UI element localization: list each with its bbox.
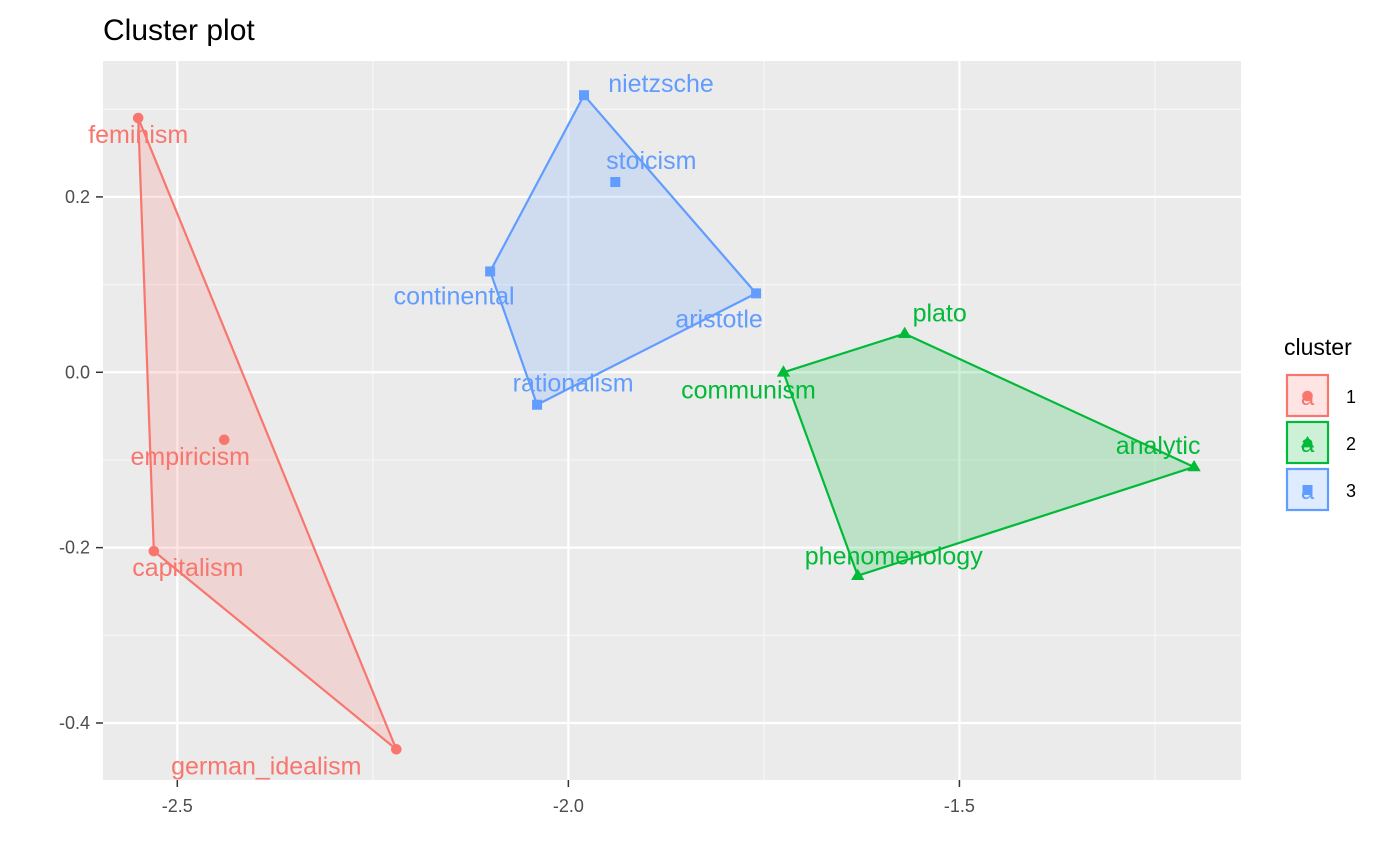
point-plato bbox=[898, 326, 912, 339]
point-communism bbox=[776, 365, 791, 377]
point-labels: feminism empiricism capitalism german_ideal… bbox=[88, 70, 1200, 780]
point-label-plato: plato bbox=[913, 300, 967, 328]
y-tick-label: -0.2 bbox=[59, 538, 90, 558]
point-label-feminism: feminism bbox=[88, 121, 188, 149]
point-label-phenomenology: phenomenology bbox=[805, 543, 983, 571]
legend-label-1: 1 bbox=[1346, 387, 1356, 407]
legend-key-marker bbox=[1302, 390, 1313, 402]
point-label-analytic: analytic bbox=[1116, 432, 1201, 460]
point-rationalism bbox=[532, 399, 543, 410]
legend-item-3: a3 bbox=[1285, 467, 1356, 512]
legend-item-1: a1 bbox=[1285, 373, 1356, 418]
legend-item-2: a2 bbox=[1285, 420, 1356, 465]
chart-title: Cluster plot bbox=[103, 14, 255, 47]
cluster-points bbox=[132, 90, 1201, 755]
y-tick-label: -0.4 bbox=[59, 713, 90, 733]
legend-key-marker bbox=[1300, 436, 1315, 448]
y-tick-label: 0.2 bbox=[65, 187, 90, 207]
point-label-nietzsche: nietzsche bbox=[608, 70, 714, 98]
cluster-1-hull bbox=[137, 116, 398, 751]
point-continental bbox=[485, 266, 496, 277]
point-label-continental: continental bbox=[394, 282, 515, 310]
point-stoicism bbox=[610, 177, 621, 188]
legend: cluster a1a2a3 bbox=[1284, 334, 1356, 512]
legend-label-2: 2 bbox=[1346, 434, 1356, 454]
point-aristotle bbox=[751, 288, 762, 299]
x-tick-label: -2.0 bbox=[553, 796, 584, 816]
y-tick-label: 0.0 bbox=[65, 362, 90, 382]
legend-key-marker bbox=[1302, 485, 1313, 495]
point-phenomenology bbox=[851, 568, 865, 581]
point-empiricism bbox=[218, 434, 230, 446]
point-analytic bbox=[1187, 459, 1201, 472]
x-tick-label: -1.5 bbox=[944, 796, 975, 816]
legend-title: cluster bbox=[1284, 334, 1352, 360]
cluster-hulls bbox=[137, 94, 1196, 751]
point-label-german-idealism: german_idealism bbox=[171, 752, 361, 780]
legend-label-3: 3 bbox=[1346, 481, 1356, 501]
point-feminism bbox=[132, 112, 144, 124]
x-tick-label: -2.5 bbox=[162, 796, 193, 816]
point-label-rationalism: rationalism bbox=[513, 370, 634, 398]
point-label-capitalism: capitalism bbox=[132, 554, 243, 582]
point-label-empiricism: empiricism bbox=[131, 443, 250, 471]
point-nietzsche bbox=[579, 90, 590, 101]
point-german-idealism bbox=[390, 744, 402, 755]
point-label-aristotle: aristotle bbox=[675, 305, 763, 333]
point-label-communism: communism bbox=[681, 376, 816, 404]
plot-panel bbox=[103, 61, 1241, 780]
axes: -2.5 -2.0 -1.5 -0.4 -0.2 0.0 0.2 bbox=[59, 187, 975, 816]
point-capitalism bbox=[148, 545, 160, 557]
point-label-stoicism: stoicism bbox=[606, 147, 696, 175]
